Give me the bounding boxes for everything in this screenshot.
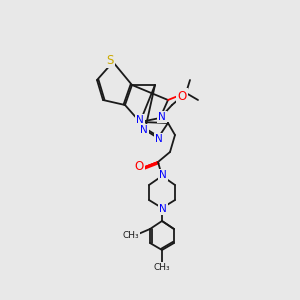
Text: CH₃: CH₃ <box>154 262 170 272</box>
Text: N: N <box>140 125 148 135</box>
Text: O: O <box>177 89 187 103</box>
Text: N: N <box>159 204 167 214</box>
Text: S: S <box>106 53 114 67</box>
Text: N: N <box>136 115 144 125</box>
Text: N: N <box>158 112 166 122</box>
Text: N: N <box>159 170 167 180</box>
Text: N: N <box>155 134 163 144</box>
Text: CH₃: CH₃ <box>123 230 139 239</box>
Text: O: O <box>134 160 144 172</box>
